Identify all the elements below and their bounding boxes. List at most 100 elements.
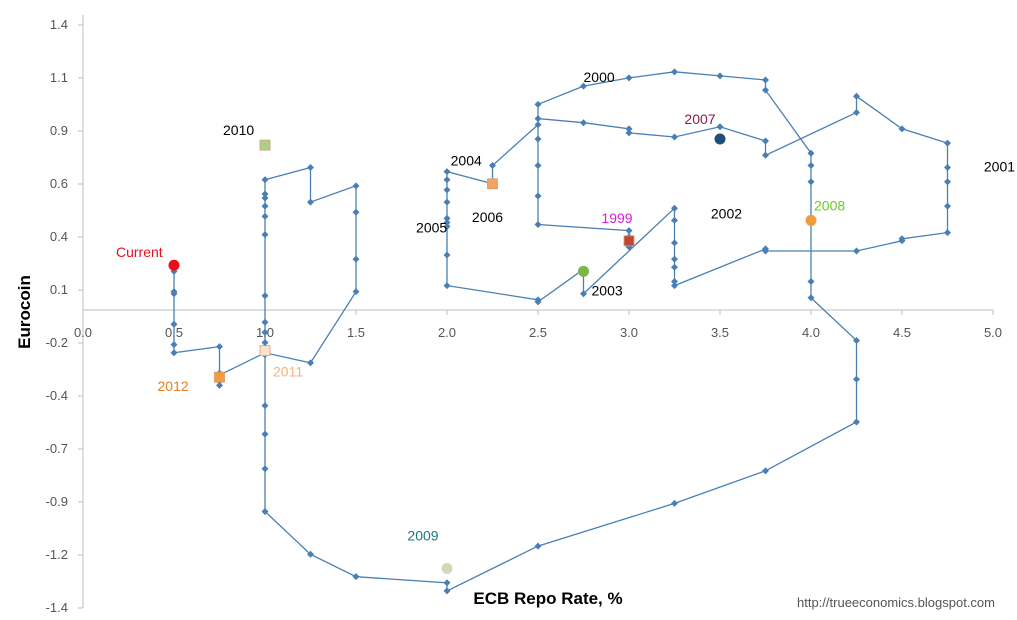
data-point (944, 229, 951, 237)
data-point (716, 72, 724, 80)
data-point (671, 282, 678, 290)
data-point (671, 68, 678, 76)
tick-labels: 0.00.51.01.52.02.53.03.54.04.55.01.41.10… (46, 17, 1002, 615)
x-tick-label: 3.0 (620, 325, 638, 340)
x-tick-label: 2.5 (529, 325, 547, 340)
y-tick-label: -1.2 (46, 547, 68, 562)
highlight-label: 2003 (592, 282, 623, 298)
data-point (170, 349, 178, 357)
data-point (898, 237, 906, 245)
data-point (443, 214, 451, 222)
data-point (261, 402, 269, 410)
highlight-label: 2009 (407, 528, 438, 544)
data-point (807, 294, 815, 302)
highlight-marker (714, 133, 726, 145)
y-tick-label: 0.6 (50, 176, 68, 191)
year-annotation: 2004 (451, 152, 482, 168)
data-point (443, 186, 451, 194)
data-point (443, 587, 451, 595)
x-tick-label: 3.5 (711, 325, 729, 340)
data-point (853, 418, 860, 426)
data-point (261, 318, 269, 326)
annotations: 2000 2001 2002 2004 2005 (416, 69, 1015, 236)
data-point (443, 176, 451, 184)
y-tick-label: -0.7 (46, 441, 68, 456)
y-tick-label: 0.1 (50, 282, 68, 297)
highlight-label: Current (116, 244, 163, 260)
data-point (671, 263, 678, 271)
data-point (443, 223, 451, 231)
data-point (625, 227, 633, 235)
data-point (534, 161, 542, 169)
data-point (443, 198, 451, 206)
data-point (307, 198, 314, 206)
highlight-label: 2006 (472, 209, 503, 225)
highlight-label: 1999 (601, 210, 632, 226)
x-tick-label: 4.0 (802, 325, 820, 340)
data-point (216, 343, 223, 351)
data-point (807, 149, 815, 157)
data-point (944, 178, 951, 186)
data-point (671, 204, 678, 212)
data-point (489, 161, 496, 169)
data-point (534, 115, 542, 123)
data-point (625, 74, 633, 82)
data-point (762, 76, 769, 84)
data-point (443, 168, 451, 176)
data-point (534, 192, 542, 200)
year-annotation: 2001 (984, 159, 1015, 175)
highlight-marker (441, 563, 453, 575)
year-annotation: 2000 (584, 69, 615, 85)
data-point (944, 139, 951, 147)
data-point (261, 292, 269, 300)
data-point (762, 245, 769, 253)
y-tick-label: -0.2 (46, 335, 68, 350)
data-point (807, 178, 815, 186)
data-point (352, 288, 360, 296)
data-point (261, 194, 269, 202)
data-point (762, 151, 769, 159)
data-point (443, 579, 451, 587)
data-point (443, 282, 451, 290)
data-point (807, 278, 815, 285)
highlight-label: 2007 (684, 111, 715, 127)
data-point (580, 290, 587, 298)
highlight-label: 2011 (273, 364, 303, 380)
data-point (762, 467, 769, 475)
year-annotation: 2002 (711, 205, 742, 221)
data-point (898, 125, 906, 133)
highlight-marker (805, 214, 817, 226)
data-point (853, 337, 860, 345)
data-point (671, 239, 678, 247)
data-point (352, 182, 360, 190)
highlight-label: 2008 (814, 197, 845, 213)
data-point (443, 251, 451, 259)
year-annotation: 2005 (416, 220, 447, 236)
x-tick-label: 5.0 (984, 325, 1002, 340)
data-point (307, 359, 314, 367)
data-point (580, 119, 587, 127)
highlight-label: 2010 (223, 122, 254, 138)
y-tick-label: 0.9 (50, 123, 68, 138)
data-point (762, 137, 769, 145)
y-axis-title: Eurocoin (15, 275, 34, 349)
data-point (352, 573, 360, 581)
data-point (853, 375, 860, 383)
data-point (671, 278, 678, 285)
y-tick-label: 0.4 (50, 229, 68, 244)
data-point (944, 202, 951, 210)
data-point (580, 82, 587, 90)
x-tick-label: 0.0 (74, 325, 92, 340)
data-point (807, 161, 815, 169)
data-point (261, 508, 269, 516)
data-point (307, 164, 314, 171)
data-point (534, 296, 542, 304)
data-point (261, 202, 269, 210)
series-line (173, 71, 949, 592)
data-point (853, 92, 860, 100)
data-point (853, 109, 860, 117)
data-point (170, 341, 178, 349)
data-point (625, 129, 633, 137)
data-point (261, 430, 269, 438)
